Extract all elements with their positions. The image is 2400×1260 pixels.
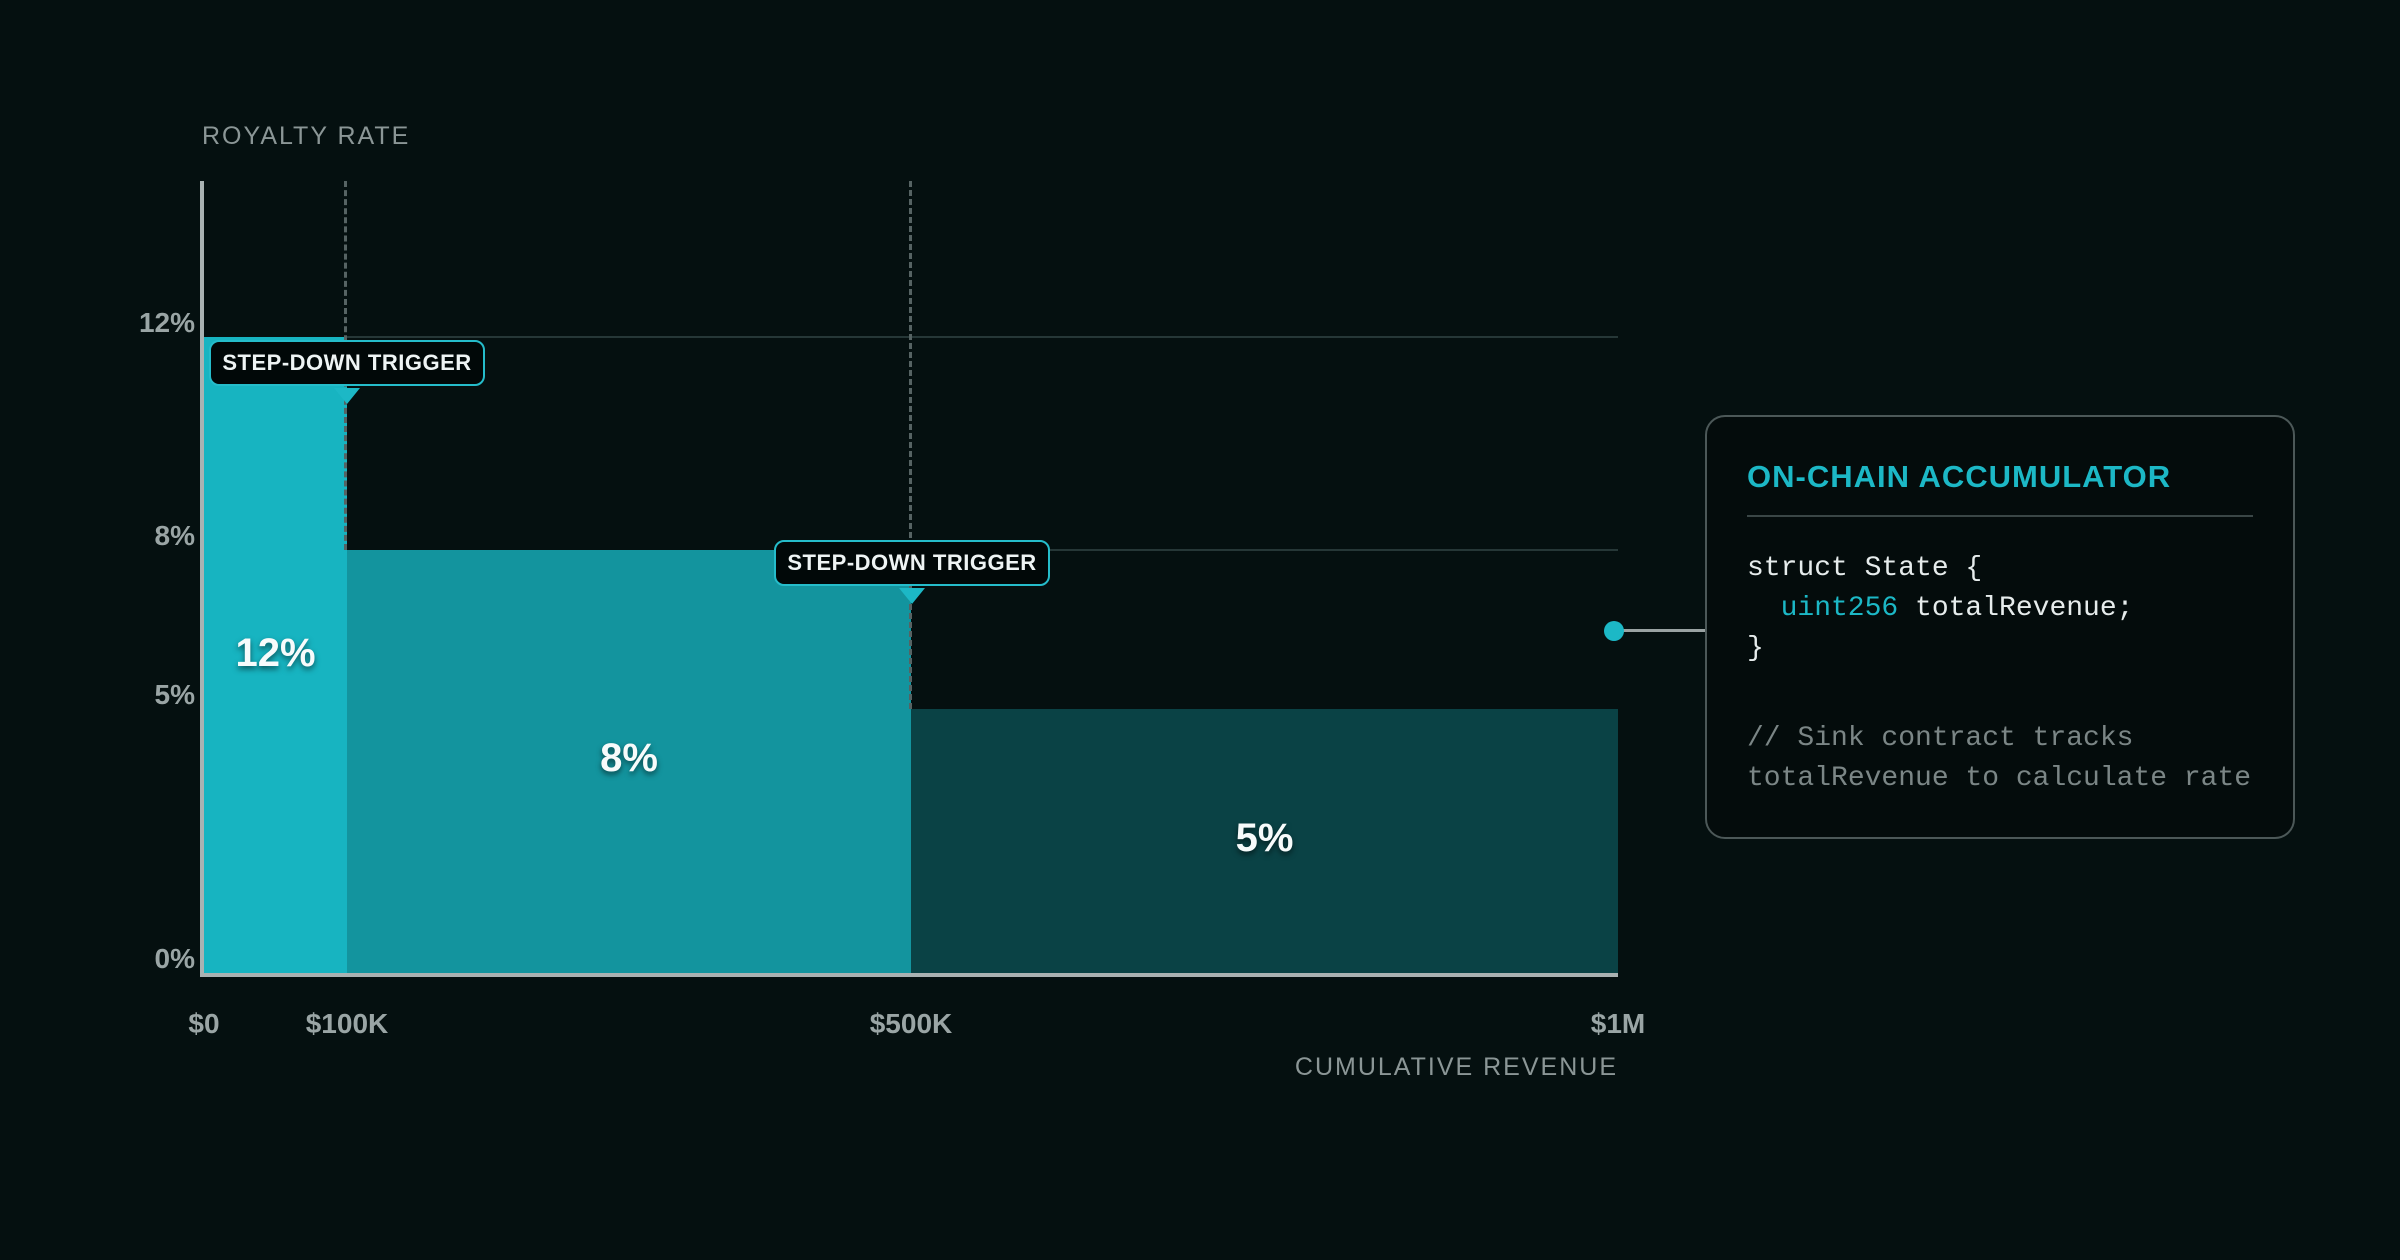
x-axis-line — [200, 973, 1618, 977]
on-chain-accumulator-panel: ON-CHAIN ACCUMULATOR struct State { uint… — [1705, 415, 2295, 839]
x-tick-1m: $1M — [1590, 1008, 1646, 1039]
x-axis-title: CUMULATIVE REVENUE — [1294, 1053, 1618, 1081]
y-tick-8pct: 8% — [154, 520, 195, 551]
code-keyword: uint256 — [1780, 593, 1899, 624]
code-line-struct: struct State { — [1747, 549, 2253, 589]
y-axis-line — [200, 181, 204, 977]
panel-divider — [1747, 515, 2253, 517]
trigger-dashed-line-500k — [909, 181, 912, 709]
code-text: struct State { — [1747, 553, 1983, 584]
x-tick-100k: $100K — [305, 1008, 389, 1039]
bar-value-label-5pct: 5% — [1235, 816, 1294, 860]
y-tick-12pct: 12% — [138, 307, 195, 338]
bar-segment-5pct — [911, 709, 1618, 973]
bar-value-label-12pct: 12% — [235, 631, 316, 675]
stepdown-trigger-badge-500k: STEP-DOWN TRIGGER — [774, 540, 1050, 586]
code-comment-line-1: // Sink contract tracks — [1747, 723, 2134, 754]
code-comment-line-2: totalRevenue to calculate rate — [1747, 763, 2252, 794]
y-tick-5pct: 5% — [154, 679, 195, 710]
bar-segment-8pct — [347, 550, 911, 973]
bar-value-label-8pct: 8% — [600, 736, 658, 780]
bar-segment-12pct — [204, 337, 347, 973]
code-block: struct State { uint256 totalRevenue; } — [1747, 549, 2253, 669]
stepdown-arrow-icon-500k — [899, 588, 925, 604]
code-text: totalRevenue; — [1898, 593, 2134, 624]
stepdown-trigger-badge-100k: STEP-DOWN TRIGGER — [209, 340, 485, 386]
y-axis-title: ROYALTY RATE — [202, 122, 411, 150]
gridline-8pct — [911, 549, 1618, 551]
gridline-12pct — [347, 336, 1618, 338]
callout-connector-line — [1614, 629, 1705, 632]
panel-title: ON-CHAIN ACCUMULATOR — [1747, 459, 2172, 494]
code-line-close-brace: } — [1747, 629, 2253, 669]
code-line-uint256: uint256 totalRevenue; — [1747, 589, 2253, 629]
code-comment-block: // Sink contract tracks totalRevenue to … — [1747, 719, 2253, 799]
stepdown-arrow-icon-100k — [334, 388, 360, 404]
code-text: } — [1747, 633, 1764, 664]
y-tick-0pct: 0% — [154, 943, 195, 974]
callout-connector-dot-icon — [1604, 621, 1624, 641]
x-tick-0: $0 — [188, 1008, 220, 1039]
x-tick-500k: $500K — [869, 1008, 953, 1039]
